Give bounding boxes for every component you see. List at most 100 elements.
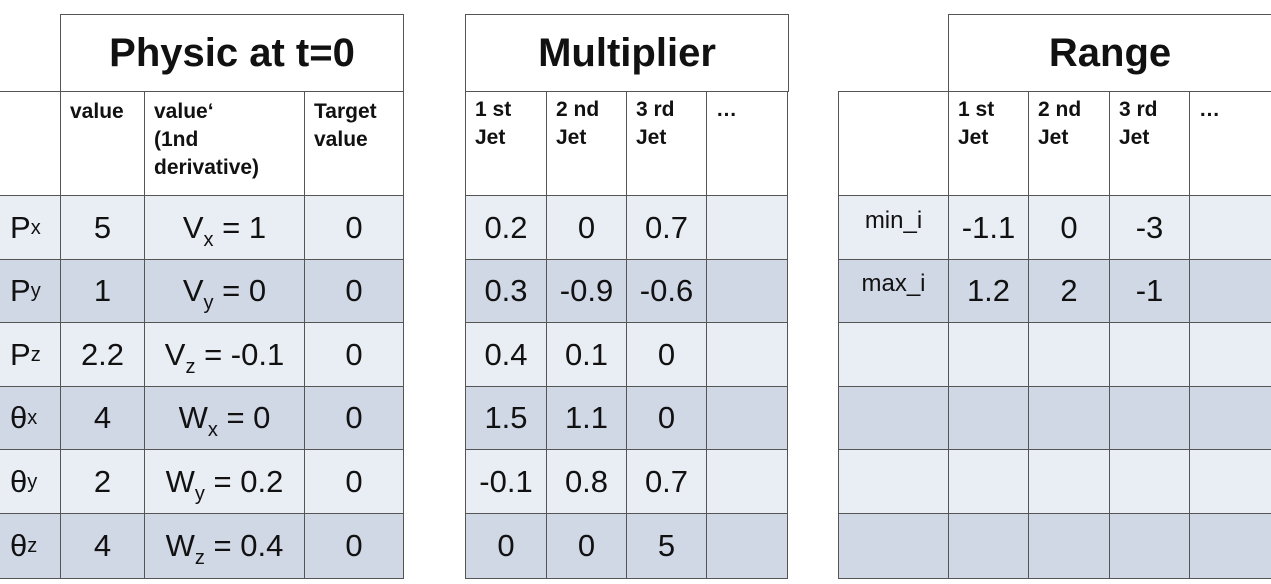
multiplier-header-jet-3: 3 rd Jet <box>626 91 707 196</box>
range-cell <box>1189 259 1271 323</box>
range-cell <box>1189 449 1271 514</box>
derivative-value: = -0.1 <box>195 336 285 372</box>
cell-value: 1 <box>93 273 112 308</box>
range-row-label <box>838 322 949 387</box>
cell-value: 0.1 <box>564 336 609 372</box>
range-cell <box>948 449 1029 514</box>
range-cell <box>948 513 1029 579</box>
header-line: Jet <box>475 126 506 149</box>
multiplier-cell: 0.2 <box>465 195 547 260</box>
multiplier-cell: -0.9 <box>546 259 627 323</box>
cell-value: 0 <box>657 400 676 435</box>
cell-value: -1.1 <box>961 209 1016 245</box>
cell-value: 0 <box>497 528 515 563</box>
multiplier-cell: 0.4 <box>465 322 547 387</box>
header-line: Jet <box>958 126 989 149</box>
multiplier-header-jet-2: 2 nd Jet <box>546 91 627 196</box>
row-symbol: θ <box>10 400 28 435</box>
derivative-expression: Vx = 1 <box>183 210 266 250</box>
range-row-label <box>838 513 949 579</box>
header-line: 2 nd <box>556 98 600 121</box>
multiplier-cell: 0.3 <box>465 259 547 323</box>
cell-value: 2 <box>93 463 112 499</box>
range-cell <box>1028 449 1110 514</box>
header-line: Jet <box>1119 126 1150 149</box>
header-line: 3 rd <box>1119 98 1158 121</box>
cell-value: 0.4 <box>484 336 528 372</box>
multiplier-cell: 0 <box>465 513 547 579</box>
cell-value: 0 <box>345 273 363 308</box>
physic-value-cell: 4 <box>60 513 145 579</box>
header-line: Jet <box>556 126 587 149</box>
physic-target-cell: 0 <box>304 322 404 387</box>
subscript: z <box>194 547 205 569</box>
row-label: min_i <box>864 206 923 234</box>
physic-derivative-cell: Wz = 0.4 <box>144 513 305 579</box>
cell-value: 0.7 <box>644 209 689 245</box>
header-line: value <box>70 100 124 123</box>
range-cell <box>948 386 1029 450</box>
derivative-expression: Wy = 0.2 <box>166 464 284 504</box>
cell-value: 0 <box>345 463 363 499</box>
range-header-jet-1: 1 st Jet <box>948 91 1029 196</box>
subscript: y <box>194 482 205 505</box>
cell-value: 0 <box>1060 209 1078 245</box>
derivative-value: = 0.4 <box>204 528 284 563</box>
multiplier-title: Multiplier <box>465 14 789 92</box>
range-header-jet-3: 3 rd Jet <box>1109 91 1190 196</box>
cell-value: 0.8 <box>564 463 609 499</box>
physic-target-cell: 0 <box>304 195 404 260</box>
physic-derivative-cell: Wx = 0 <box>144 386 305 450</box>
cell-value: 5 <box>657 528 676 563</box>
multiplier-cell <box>706 259 788 323</box>
range-cell: 0 <box>1028 195 1110 260</box>
derivative-symbol: W <box>165 528 195 563</box>
multiplier-cell: 1.1 <box>546 386 627 450</box>
multiplier-cell: 5 <box>626 513 707 579</box>
row-symbol: P <box>10 336 31 372</box>
cell-value: 0 <box>657 336 676 372</box>
range-title: Range <box>948 14 1271 92</box>
derivative-expression: Wx = 0 <box>179 400 271 440</box>
physic-title: Physic at t=0 <box>60 14 404 92</box>
derivative-expression: Vy = 0 <box>182 273 266 313</box>
multiplier-cell: 0.1 <box>546 322 627 387</box>
range-cell: 2 <box>1028 259 1110 323</box>
cell-value: -0.9 <box>559 273 614 308</box>
row-symbol: P <box>10 273 31 308</box>
cell-value: 2 <box>1060 273 1078 308</box>
header-line: 1 st <box>475 98 512 121</box>
multiplier-cell: 1.5 <box>465 386 547 450</box>
multiplier-cell: 0.7 <box>626 195 707 260</box>
derivative-value: = 0 <box>217 400 271 435</box>
range-cell <box>1109 449 1190 514</box>
header-line: 3 rd <box>636 98 675 121</box>
header-line: Jet <box>636 126 667 149</box>
cell-value: -0.6 <box>639 273 694 308</box>
cell-value: 0 <box>345 209 363 245</box>
physic-value-cell: 2.2 <box>60 322 145 387</box>
range-cell <box>1109 386 1190 450</box>
range-cell <box>1028 513 1110 579</box>
physic-derivative-cell: Wy = 0.2 <box>144 449 305 514</box>
range-cell <box>1109 513 1190 579</box>
cell-value: 1.2 <box>966 273 1011 308</box>
derivative-symbol: V <box>182 273 204 308</box>
range-cell: -1.1 <box>948 195 1029 260</box>
cell-value: 0 <box>577 528 596 563</box>
row-symbol: θ <box>10 463 28 499</box>
multiplier-cell <box>706 322 788 387</box>
cell-value: 1.5 <box>484 400 528 435</box>
header-line: 1 st <box>958 98 995 121</box>
header-line: value <box>314 128 368 151</box>
range-row-label: max_i <box>838 259 949 323</box>
header-line: value‘ <box>154 100 214 123</box>
header-line: … <box>716 98 737 121</box>
multiplier-cell <box>706 195 788 260</box>
header-line: Target <box>314 100 377 123</box>
multiplier-cell: 0 <box>626 386 707 450</box>
cell-value: 4 <box>93 528 112 563</box>
